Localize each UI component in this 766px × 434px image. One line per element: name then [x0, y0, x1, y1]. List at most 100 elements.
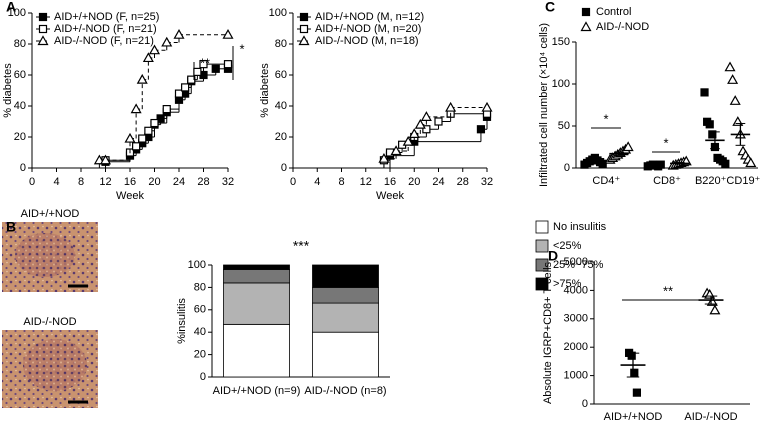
legend-label: >75%: [553, 278, 582, 290]
x-tick-label: 0: [290, 176, 296, 188]
x-tick-label: 0: [29, 176, 35, 188]
marker: [181, 83, 190, 92]
marker: [130, 103, 142, 114]
marker: [402, 135, 414, 146]
marker: [136, 73, 148, 84]
histology: AID+/+NOD AID-/-NOD: [2, 208, 98, 408]
panel-label: C: [545, 0, 555, 15]
legend-label: AID+/+NOD (F, n=25): [54, 11, 159, 23]
y-tick-label: 40: [275, 100, 287, 112]
legend-label: AID+/+NOD (M, n=12): [315, 11, 424, 23]
legend-swatch: [535, 277, 549, 291]
legend-marker: [38, 12, 48, 22]
marker: [132, 142, 141, 151]
legend-swatch: [535, 220, 549, 234]
x-tick-label: 4: [53, 176, 59, 188]
marker: [99, 154, 112, 165]
bar-segment: [312, 264, 379, 288]
panel-label: B: [6, 219, 16, 235]
significance-label: *: [603, 111, 608, 126]
legend-label: AID-/-NOD: [596, 21, 649, 33]
legend-label: AID+/-NOD (M, n=20): [315, 23, 421, 35]
marker: [173, 28, 185, 39]
marker: [199, 60, 208, 69]
x-tick-label: CD8⁺: [653, 175, 681, 187]
islet: [23, 339, 87, 391]
significance-label: *: [239, 41, 244, 56]
y-tick-label: 80: [275, 38, 287, 50]
x-tick-label: CD4⁺: [592, 175, 620, 187]
bar-segment: [223, 264, 290, 270]
marker: [390, 145, 402, 156]
y-tick-label: 100: [8, 7, 26, 19]
legend-label: AID-/-NOD (M, n=18): [315, 35, 419, 47]
marker: [144, 126, 153, 135]
x-tick-label: 24: [173, 176, 185, 188]
x-tick-label: 28: [457, 176, 469, 188]
x-tick-label: 28: [197, 176, 209, 188]
y-tick-label: 100: [269, 7, 287, 19]
y-axis-label: Infiltrated cell number (×10⁴ cells): [538, 23, 550, 187]
x-tick-label: AID+/+NOD (n=9): [213, 385, 301, 397]
legend-marker: [37, 35, 49, 46]
marker: [721, 159, 730, 168]
legend-label: Control: [596, 6, 631, 18]
x-axis-label: Week: [116, 190, 144, 202]
panel-label: A: [6, 0, 16, 15]
y-tick-label: 4000: [564, 284, 588, 296]
y-tick-label: 100: [552, 78, 570, 90]
chart-title: ***: [293, 238, 310, 254]
marker: [414, 118, 426, 129]
marker: [174, 89, 184, 98]
x-tick-label: AID-/-NOD (n=8): [304, 385, 386, 397]
marker: [745, 157, 757, 168]
marker: [187, 75, 196, 84]
y-tick-label: 80: [194, 281, 206, 293]
x-tick-label: 16: [124, 176, 136, 188]
marker: [142, 52, 154, 63]
marker: [706, 296, 718, 306]
marker: [150, 118, 159, 128]
y-tick-label: 3000: [564, 313, 588, 325]
marker: [481, 101, 493, 112]
x-tick-label: 12: [360, 176, 372, 188]
marker: [420, 111, 432, 121]
bar-segment: [223, 282, 290, 325]
x-tick-label: 12: [99, 176, 111, 188]
y-tick-label: 40: [194, 326, 206, 338]
y-tick-label: 50: [558, 120, 570, 132]
marker: [378, 152, 390, 163]
marker: [632, 388, 642, 397]
y-axis-label: %insulitis: [176, 298, 188, 344]
x-tick-label: 16: [384, 176, 396, 188]
x-tick-label: AID-/-NOD: [684, 411, 737, 423]
x-tick-label: 8: [78, 176, 84, 188]
x-tick-label: 20: [408, 176, 420, 188]
y-tick-label: 100: [188, 259, 206, 271]
panel-label: D: [548, 248, 558, 264]
x-tick-label: 4: [314, 176, 320, 188]
legend-label: AID-/-NOD (F, n=21): [54, 35, 154, 47]
marker: [445, 101, 457, 112]
marker: [408, 128, 420, 138]
marker: [476, 125, 486, 134]
significance-label: **: [200, 55, 210, 70]
marker: [138, 134, 147, 143]
histology-label: AID-/-NOD: [23, 316, 76, 328]
bar-segment: [223, 323, 290, 378]
y-tick-label: 5000: [564, 256, 588, 268]
x-tick-label: B220⁺CD19⁺: [695, 175, 761, 187]
histology-label: AID+/+NOD: [21, 208, 80, 220]
legend-marker: [581, 7, 591, 17]
significance-label: *: [663, 135, 668, 150]
marker: [222, 28, 234, 39]
x-tick-label: 32: [222, 176, 234, 188]
y-tick-label: 40: [14, 100, 26, 112]
legend-marker: [299, 12, 309, 22]
marker: [627, 351, 636, 360]
legend-label: <25%: [553, 240, 582, 252]
y-tick-label: 20: [275, 131, 287, 143]
significance-label: **: [663, 283, 673, 298]
x-tick-label: AID+/+NOD: [604, 411, 663, 423]
